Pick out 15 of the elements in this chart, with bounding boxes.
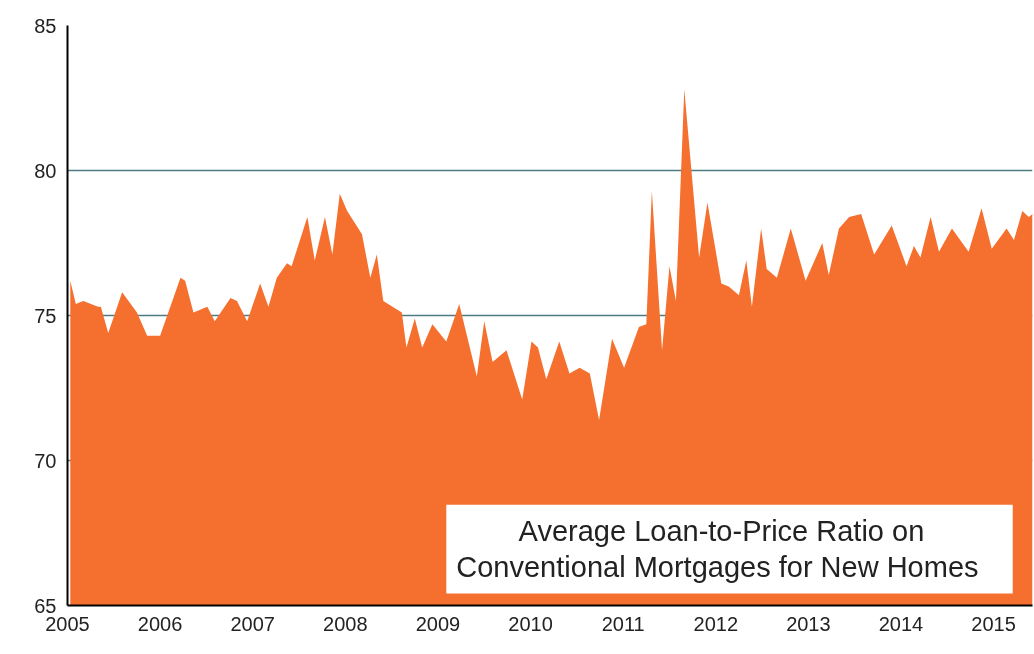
x-tick-label: 2012: [693, 612, 739, 635]
x-tick-label: 2015: [971, 612, 1016, 635]
text: Average Loan-to-Price Ratio on Conventional Mortgages for New Homes: [456, 514, 979, 584]
x-tick-label: 2010: [508, 612, 553, 635]
y-tick-label: 70: [34, 449, 57, 472]
y-tick-label: 80: [34, 159, 57, 182]
x-tick-label: 2013: [786, 612, 831, 635]
x-tick-label: 2006: [137, 612, 183, 635]
x-tick-label: 2014: [878, 612, 924, 635]
x-tick-label: 2009: [415, 612, 461, 635]
x-tick-label: 2008: [323, 612, 368, 635]
y-tick-label: 75: [34, 304, 57, 327]
x-tick-label: 2007: [230, 612, 275, 635]
x-tick-label: 2011: [601, 612, 645, 635]
y-tick-label: 85: [34, 14, 57, 37]
